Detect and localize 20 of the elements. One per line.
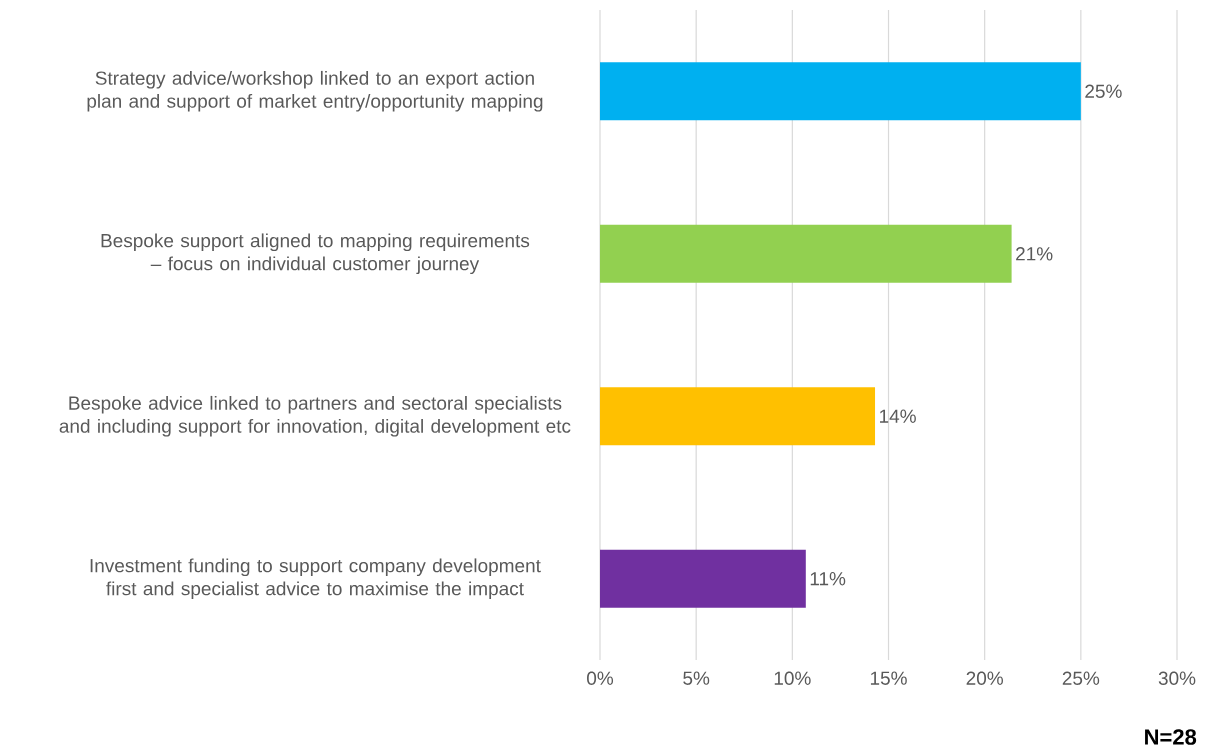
data-label: 21% [1016, 247, 1053, 261]
data-label: 14% [880, 409, 916, 423]
text: N=28 [1145, 729, 1197, 745]
bar [600, 549, 806, 608]
x-tick-label: 10% [774, 671, 811, 685]
bar [600, 387, 876, 446]
y-tick-label: Strategy advice/workshop linked to an export action plan and support of market entry/opportunity mapping [87, 70, 543, 112]
x-tick-label: 15% [870, 671, 907, 685]
x-tick-label: 20% [966, 671, 1003, 685]
data-label: 25% [1085, 84, 1122, 98]
bar [600, 62, 1081, 121]
x-tick-label: 30% [1158, 671, 1196, 685]
y-tick-label: Bespoke advice linked to partners and sectoral specialists and including support for innovation, digital development etc [59, 395, 571, 437]
y-tick-label: Investment funding to support company development first and specialist advice to maximise the impact [90, 558, 541, 600]
x-tick-label: 5% [683, 671, 710, 685]
x-tick-label: 25% [1062, 671, 1100, 685]
data-label: 11% [810, 572, 846, 586]
x-tick-label: 0% [587, 671, 614, 685]
y-tick-label: Bespoke support aligned to mapping requirements – focus on individual customer journey [101, 233, 530, 275]
bar [600, 224, 1012, 283]
